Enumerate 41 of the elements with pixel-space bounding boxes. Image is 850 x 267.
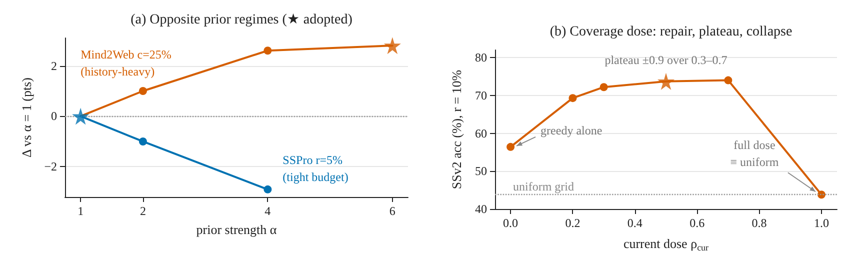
ref-line-label: uniform grid — [513, 180, 574, 194]
point — [658, 72, 674, 90]
x-tick-label: 0.6 — [690, 216, 705, 230]
y-tick-label: 60 — [475, 126, 487, 140]
point — [138, 137, 147, 146]
x-tick-label: 6 — [389, 204, 396, 218]
y-tick-label: 80 — [475, 50, 487, 65]
point — [817, 190, 826, 199]
chart-title: (a) Opposite prior regimes (★ adopted) — [130, 12, 353, 28]
point — [724, 76, 732, 84]
y-tick-label: 70 — [475, 88, 487, 102]
series-label: SSPro r=5% (tight budget) — [282, 152, 348, 184]
point — [506, 142, 515, 151]
x-tick-label: 0.0 — [503, 216, 518, 230]
point — [264, 46, 272, 55]
x-axis-title: prior strength α — [196, 222, 277, 237]
point — [600, 83, 608, 92]
point — [568, 94, 577, 102]
x-tick-label: 2 — [140, 204, 146, 218]
point — [138, 87, 147, 95]
annotation: full dose ≡ uniform — [730, 138, 780, 170]
y-tick-label: 40 — [475, 202, 487, 216]
x-tick-label: 0.2 — [565, 216, 580, 230]
point — [72, 108, 90, 125]
x-tick-label: 4 — [264, 204, 271, 218]
annotation: plateau ±0.9 over 0.3–0.7 — [604, 53, 728, 67]
x-tick-label: 1.0 — [814, 216, 829, 230]
y-tick-label: 0 — [51, 109, 57, 124]
y-axis-title: SSv2 acc (%), r = 10% — [449, 70, 464, 190]
series-label: Mind2Web c=25% (history-heavy) — [80, 48, 172, 79]
y-tick-label: −2 — [44, 160, 57, 174]
x-tick-label: 0.8 — [752, 216, 767, 230]
y-tick-label: 2 — [51, 58, 57, 73]
annotation: greedy alone — [540, 123, 602, 138]
point — [384, 37, 401, 54]
point — [264, 185, 272, 194]
x-tick-label: 0.4 — [627, 216, 642, 230]
y-axis-title: Δ vs α = 1 (pts) — [19, 78, 34, 158]
y-tick-label: 50 — [475, 164, 487, 178]
x-tick-label: 1 — [78, 204, 84, 218]
chart-title: (b) Coverage dose: repair, plateau, collapse — [550, 24, 792, 40]
